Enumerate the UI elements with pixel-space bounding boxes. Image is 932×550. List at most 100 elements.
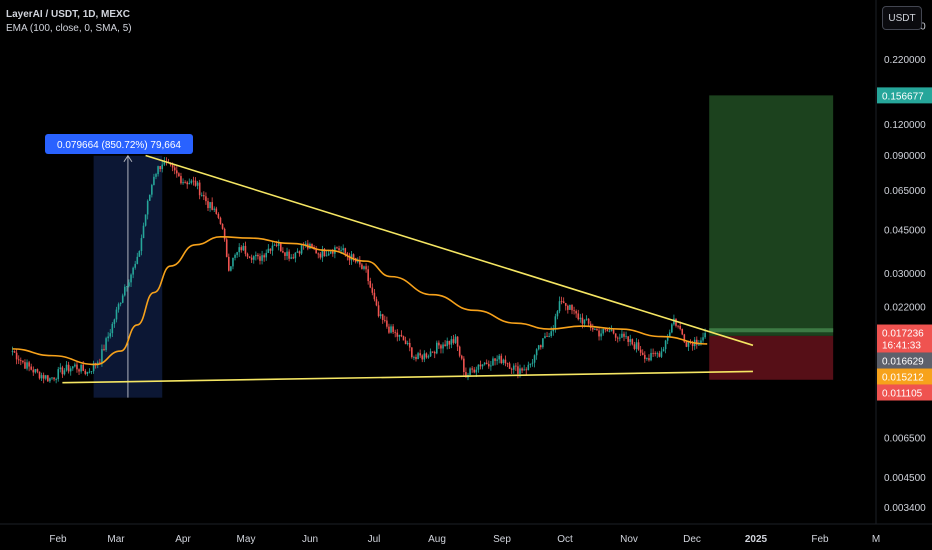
candle[interactable] <box>296 251 299 253</box>
candle[interactable] <box>250 257 253 260</box>
candle[interactable] <box>650 352 652 361</box>
candle[interactable] <box>540 345 542 348</box>
candle[interactable] <box>84 370 87 374</box>
candle[interactable] <box>367 269 369 282</box>
candle[interactable] <box>696 339 698 345</box>
candle[interactable] <box>32 369 35 373</box>
candle[interactable] <box>594 329 596 330</box>
candle[interactable] <box>90 371 93 373</box>
candle[interactable] <box>488 363 490 367</box>
candle[interactable] <box>546 336 548 337</box>
candle[interactable] <box>610 329 613 331</box>
candle[interactable] <box>681 329 684 335</box>
candle[interactable] <box>660 351 663 357</box>
candle[interactable] <box>373 292 376 300</box>
candle[interactable] <box>178 173 180 177</box>
candle[interactable] <box>20 360 22 362</box>
candle[interactable] <box>427 356 430 358</box>
candle[interactable] <box>126 286 128 287</box>
candle[interactable] <box>59 367 62 370</box>
candle[interactable] <box>446 340 448 347</box>
candle[interactable] <box>406 342 409 345</box>
candle[interactable] <box>691 341 694 347</box>
candle[interactable] <box>579 317 582 320</box>
candle[interactable] <box>261 255 263 261</box>
candle[interactable] <box>348 255 351 261</box>
candle[interactable] <box>452 339 455 343</box>
candle[interactable] <box>121 295 124 303</box>
candle[interactable] <box>173 167 176 171</box>
candle[interactable] <box>86 371 89 374</box>
candle[interactable] <box>28 362 30 367</box>
candle[interactable] <box>637 342 640 350</box>
candle[interactable] <box>182 182 184 184</box>
candle[interactable] <box>554 316 557 329</box>
candle[interactable] <box>479 364 482 367</box>
candle[interactable] <box>304 243 307 246</box>
candle[interactable] <box>22 360 24 363</box>
candle[interactable] <box>155 174 157 177</box>
candle[interactable] <box>248 256 251 258</box>
candle[interactable] <box>315 248 317 254</box>
candle[interactable] <box>515 365 517 367</box>
candle[interactable] <box>562 301 565 304</box>
candle[interactable] <box>411 347 413 358</box>
candle[interactable] <box>267 248 270 253</box>
candle[interactable] <box>619 337 621 339</box>
candle[interactable] <box>244 245 247 254</box>
candle[interactable] <box>47 375 49 382</box>
candle[interactable] <box>592 327 594 330</box>
candle[interactable] <box>221 223 224 229</box>
candle[interactable] <box>469 368 471 375</box>
candle[interactable] <box>475 369 478 373</box>
candle[interactable] <box>506 363 509 365</box>
candle[interactable] <box>604 329 607 330</box>
candle[interactable] <box>658 353 661 357</box>
candle[interactable] <box>544 336 546 339</box>
candle[interactable] <box>124 286 126 296</box>
plot-area[interactable]: 0.079664 (850.72%) 79,664 <box>11 95 834 398</box>
candle[interactable] <box>40 375 43 379</box>
candle[interactable] <box>583 319 586 324</box>
candle[interactable] <box>273 244 276 246</box>
candle[interactable] <box>38 371 41 379</box>
candle[interactable] <box>433 351 436 354</box>
candle[interactable] <box>130 274 132 283</box>
symbol-title[interactable]: LayerAI / USDT, 1D, MEXC <box>6 9 130 20</box>
candle[interactable] <box>652 352 654 354</box>
candle[interactable] <box>263 255 265 258</box>
candle[interactable] <box>402 336 405 341</box>
candle[interactable] <box>188 182 191 185</box>
candle[interactable] <box>494 358 496 361</box>
candle[interactable] <box>55 379 57 380</box>
candle[interactable] <box>234 254 236 258</box>
candle[interactable] <box>78 369 80 372</box>
candle[interactable] <box>107 336 109 339</box>
candle[interactable] <box>51 377 53 379</box>
candle[interactable] <box>329 251 332 254</box>
candle[interactable] <box>207 201 209 209</box>
candle[interactable] <box>292 257 295 259</box>
candle[interactable] <box>558 301 561 312</box>
candle[interactable] <box>612 329 615 334</box>
candle[interactable] <box>542 338 544 348</box>
candle[interactable] <box>352 254 355 258</box>
candle[interactable] <box>704 333 706 338</box>
candle[interactable] <box>564 303 567 306</box>
candle[interactable] <box>211 202 213 210</box>
candle[interactable] <box>614 333 617 338</box>
candle[interactable] <box>26 362 28 369</box>
candle[interactable] <box>529 363 532 365</box>
time-axis[interactable]: Feb Mar Apr May Jun Jul Aug Sep Oct Nov Dec 2025 Feb… <box>0 523 932 545</box>
candle[interactable] <box>203 195 205 197</box>
candle[interactable] <box>105 338 107 351</box>
candle[interactable] <box>419 353 421 356</box>
candle[interactable] <box>67 364 70 372</box>
candle[interactable] <box>336 247 338 249</box>
candle[interactable] <box>117 304 120 310</box>
candle[interactable] <box>74 364 76 367</box>
candle[interactable] <box>575 311 577 314</box>
candle[interactable] <box>365 266 367 270</box>
candle[interactable] <box>523 369 525 371</box>
candle[interactable] <box>671 324 673 333</box>
